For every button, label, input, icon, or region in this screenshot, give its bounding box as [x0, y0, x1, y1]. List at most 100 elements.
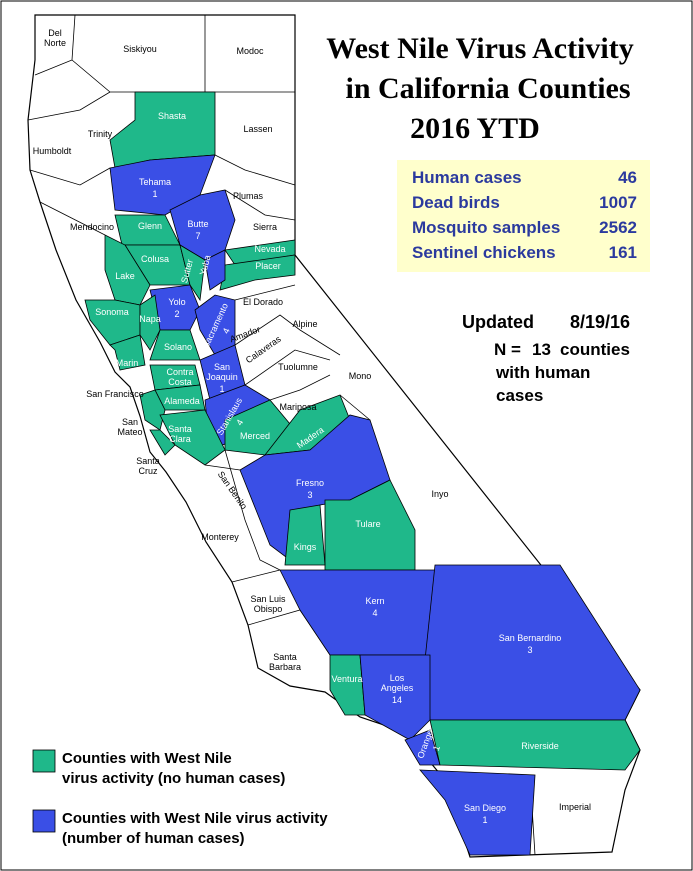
county-name: Alpine: [292, 319, 317, 329]
legend-swatch: [32, 809, 56, 833]
stats-box: [397, 160, 650, 272]
county-cases: 2: [174, 309, 179, 319]
county-label: Humboldt: [33, 146, 72, 156]
legend-text: (number of human cases): [62, 830, 245, 847]
county-name: Solano: [164, 342, 192, 352]
county-label: Modoc: [236, 46, 264, 56]
county-cases: 1: [219, 384, 224, 394]
legend-swatch: [32, 749, 56, 773]
county-label: Alpine: [292, 319, 317, 329]
county-name: Napa: [139, 314, 161, 324]
county-label: Napa: [139, 314, 161, 324]
county-name: Fresno: [296, 478, 324, 488]
county-name: San Diego: [464, 803, 506, 813]
county-name: Kings: [294, 542, 317, 552]
county-name: Riverside: [521, 741, 559, 751]
county-label: Shasta: [158, 111, 186, 121]
county-label: Sonoma: [95, 307, 129, 317]
county-label: Marin: [116, 358, 139, 368]
county-label: Yolo 2: [168, 297, 185, 319]
county-label: Butte 7: [187, 219, 208, 241]
county-label: Monterey: [201, 532, 239, 542]
county: [329, 654, 366, 716]
county-name: Alameda: [164, 396, 200, 406]
county-name: Ventura: [331, 674, 362, 684]
county-name: Yolo: [168, 297, 185, 307]
updated-label: Updated: [462, 312, 534, 332]
county-name: Sierra: [253, 222, 277, 232]
county-name: Tuolumne: [278, 362, 318, 372]
county-cases: 4: [234, 418, 245, 427]
county-name: Plumas: [233, 191, 264, 201]
county-cases: 1: [152, 189, 157, 199]
county-name: San Bernardino: [499, 633, 562, 643]
county-name: Obispo: [254, 604, 283, 614]
stat-label: Mosquito samples: [412, 218, 560, 237]
updated-date: 8/19/16: [570, 312, 630, 332]
county-name: Tehama: [139, 177, 171, 187]
county-label: Tulare: [355, 519, 380, 529]
county: [109, 334, 146, 371]
county-name: Lassen: [243, 124, 272, 134]
county-label: Colusa: [141, 254, 169, 264]
county-name: Sonoma: [95, 307, 129, 317]
county-cases: 1: [482, 815, 487, 825]
county: [159, 409, 226, 466]
county-label: Kings: [294, 542, 317, 552]
county-name: Humboldt: [33, 146, 72, 156]
county-label: Sierra: [253, 222, 277, 232]
county: [204, 249, 226, 291]
county-name: San: [122, 417, 138, 427]
county-name: Angeles: [381, 683, 414, 693]
county-name: Clara: [169, 434, 191, 444]
county-name: Marin: [116, 358, 139, 368]
county-name: Colusa: [141, 254, 169, 264]
county-label: Mono: [349, 371, 372, 381]
stat-value: 161: [609, 243, 637, 262]
county-name: San: [214, 362, 230, 372]
n-count: 13: [532, 340, 551, 359]
county-name: Tulare: [355, 519, 380, 529]
county-label: Tuolumne: [278, 362, 318, 372]
stat-value: 2562: [599, 218, 637, 237]
county-label: El Dorado: [243, 297, 283, 307]
county-name: Mariposa: [279, 402, 316, 412]
county-label: Riverside: [521, 741, 559, 751]
county-name: Glenn: [138, 221, 162, 231]
stat-value: 46: [618, 168, 637, 187]
n-text: counties: [560, 340, 630, 359]
stat-label: Human cases: [412, 168, 522, 187]
county-label: Mariposa: [279, 402, 316, 412]
county-name: El Dorado: [243, 297, 283, 307]
title-line: 2016 YTD: [410, 112, 540, 145]
county-name: Mateo: [117, 427, 142, 437]
county-label: Ventura: [331, 674, 362, 684]
county-name: Shasta: [158, 111, 186, 121]
county-name: Modoc: [236, 46, 264, 56]
n-text: with human: [495, 363, 590, 382]
stat-label: Sentinel chickens: [412, 243, 556, 262]
county-name: Inyo: [431, 489, 448, 499]
county-label: Imperial: [559, 802, 591, 812]
county-label: San Francisco: [86, 389, 144, 399]
county-name: Butte: [187, 219, 208, 229]
county-name: San Francisco: [86, 389, 144, 399]
county-name: Norte: [44, 38, 66, 48]
county-cases: 4: [372, 608, 377, 618]
county-label: San Bernardino 3: [499, 633, 562, 655]
n-prefix: N =: [494, 340, 521, 359]
n-text: cases: [496, 386, 543, 405]
county-name: San Luis: [250, 594, 286, 604]
county-name: Imperial: [559, 802, 591, 812]
county-label: Trinity: [88, 129, 113, 139]
county-name: Costa: [168, 377, 192, 387]
county-name: Cruz: [138, 466, 158, 476]
county-name: Contra: [166, 367, 193, 377]
title-line: in California Counties: [345, 72, 630, 105]
